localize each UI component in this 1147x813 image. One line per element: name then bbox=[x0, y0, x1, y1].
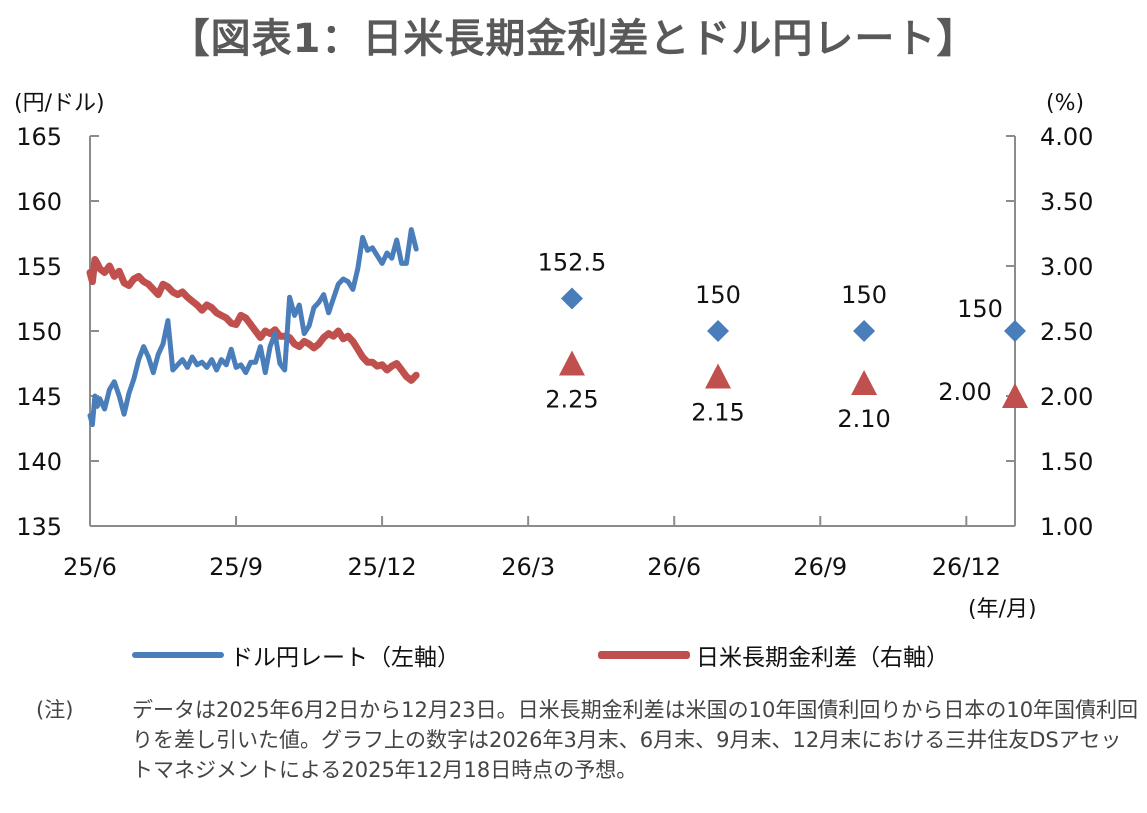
x-tick-label: 25/12 bbox=[348, 553, 417, 581]
left-tick-label: 140 bbox=[16, 448, 62, 476]
spread-line bbox=[86, 256, 420, 384]
chart-title: 【図表1：日米長期金利差とドル円レート】 bbox=[169, 16, 978, 62]
right-tick-label: 1.00 bbox=[1040, 513, 1093, 541]
chart-plot: 135 140 145 150 155 160 165 1.00 1.50 2.00 2.50 3.0… bbox=[14, 91, 1093, 622]
x-tick-label: 25/6 bbox=[63, 553, 117, 581]
x-tick-label: 26/9 bbox=[793, 553, 847, 581]
usdjpy-line bbox=[87, 227, 419, 428]
usdjpy-forecast-marker bbox=[853, 320, 876, 342]
usdjpy-forecast-label: 150 bbox=[957, 295, 1003, 323]
spread-forecast-marker bbox=[851, 370, 878, 395]
footnote-label: (注) bbox=[36, 698, 74, 722]
x-tick-label: 26/6 bbox=[647, 553, 701, 581]
legend-label-usdjpy: ドル円レート（左軸） bbox=[230, 645, 460, 671]
usdjpy-forecast-marker bbox=[707, 320, 730, 342]
spread-forecast-marker bbox=[1002, 383, 1028, 408]
legend-item-spread: 日米長期金利差（右軸） bbox=[598, 638, 949, 672]
tick-labels: 135 140 145 150 155 160 165 1.00 1.50 2.00 2.50 3.0… bbox=[14, 91, 1093, 622]
usdjpy-forecast-label: 150 bbox=[841, 281, 887, 309]
legend-item-usdjpy: ドル円レート（左軸） bbox=[132, 638, 460, 672]
left-tick-label: 160 bbox=[16, 188, 62, 216]
spread-forecast-label: 2.10 bbox=[837, 405, 890, 433]
left-tick-label: 145 bbox=[16, 383, 62, 411]
spread-forecast-marker bbox=[558, 350, 585, 376]
right-tick-label: 1.50 bbox=[1040, 448, 1093, 476]
x-tick-label: 26/12 bbox=[932, 553, 1001, 581]
spread-forecast-label: 2.15 bbox=[691, 399, 744, 427]
usdjpy-forecast-marker bbox=[560, 287, 583, 310]
right-axis-unit: (%) bbox=[1046, 91, 1084, 116]
left-tick-label: 155 bbox=[16, 253, 62, 281]
usdjpy-forecast-label: 150 bbox=[695, 281, 741, 309]
usdjpy-forecast-label: 152.5 bbox=[538, 249, 607, 277]
forecast-markers bbox=[558, 287, 1028, 408]
spread-forecast-label: 2.25 bbox=[545, 386, 598, 414]
left-tick-label: 150 bbox=[16, 318, 62, 346]
usdjpy-forecast-marker bbox=[1004, 320, 1026, 342]
x-tick-label: 25/9 bbox=[209, 553, 263, 581]
series-lines bbox=[86, 227, 420, 428]
legend-swatch-spread bbox=[598, 651, 690, 659]
footnote-text: データは2025年6月2日から12月23日。日米長期金利差は米国の10年国債利回… bbox=[132, 698, 1139, 782]
right-tick-label: 3.00 bbox=[1040, 253, 1093, 281]
right-tick-label: 3.50 bbox=[1040, 188, 1093, 216]
legend-swatch-usdjpy bbox=[132, 652, 224, 658]
right-tick-label: 2.00 bbox=[1040, 383, 1093, 411]
x-tick-label: 26/3 bbox=[501, 553, 555, 581]
legend: ドル円レート（左軸） 日米長期金利差（右軸） bbox=[0, 638, 1147, 672]
left-tick-label: 165 bbox=[16, 123, 62, 151]
spread-forecast-label: 2.00 bbox=[938, 378, 991, 406]
right-tick-label: 4.00 bbox=[1040, 123, 1093, 151]
right-tick-label: 2.50 bbox=[1040, 318, 1093, 346]
x-axis-unit: (年/月) bbox=[968, 597, 1037, 622]
data-labels: 152.5 150 150 150 2.25 2.15 2.10 2.00 bbox=[538, 249, 1003, 434]
legend-label-spread: 日米長期金利差（右軸） bbox=[696, 645, 949, 671]
left-axis-unit: (円/ドル) bbox=[14, 91, 105, 116]
left-tick-label: 135 bbox=[16, 513, 62, 541]
spread-forecast-marker bbox=[705, 363, 732, 389]
axes bbox=[89, 135, 1016, 527]
